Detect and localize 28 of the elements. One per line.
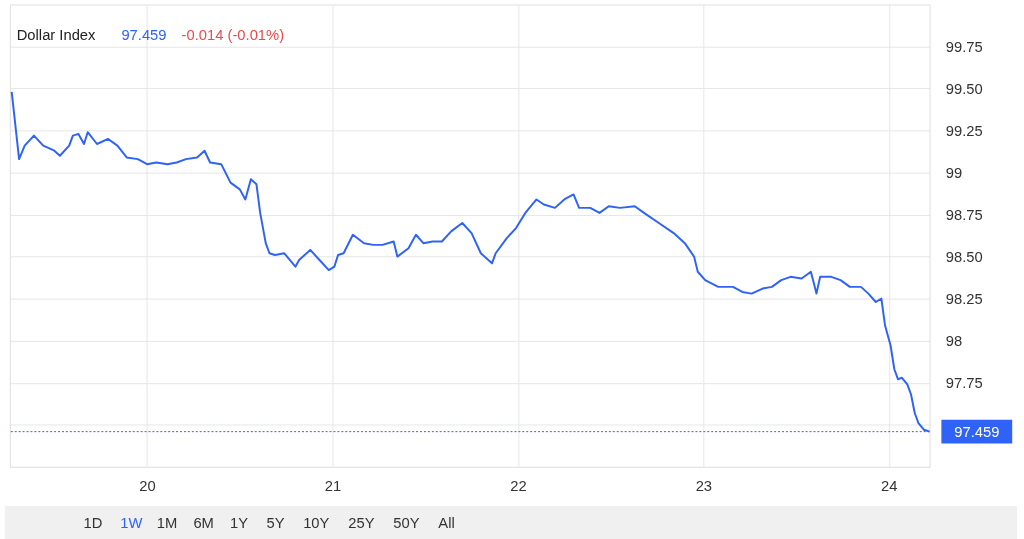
text: 5Y [266,514,285,531]
text: 1Y [229,514,249,531]
y-tick-label: 98 [945,333,963,350]
y-tick-label: 98.25 [945,291,983,308]
text: 25Y [348,514,375,531]
x-tick-label: 22 [510,477,527,494]
text: 10Y [303,514,330,531]
y-tick-label: 99 [945,164,963,181]
x-tick-label: 20 [139,477,156,494]
text: All [438,514,455,531]
x-tick-label: 21 [324,477,342,494]
y-tick-label: 99.75 [945,38,983,55]
x-tick-label: 24 [881,477,898,494]
x-tick-label: 23 [695,477,713,494]
annotation: -0.014 (-0.01%) [181,26,285,43]
y-tick-label: 97.75 [945,375,983,392]
text: 1M [156,514,178,531]
annotation: 97.459 [121,26,167,43]
text: 6M [193,514,214,531]
y-tick-label: 98.50 [945,249,983,266]
text: 1D [83,514,103,531]
y-tick-label: 98.75 [945,207,983,224]
text: Dollar Index [16,26,97,43]
text: 1W [120,514,143,531]
y-tick-label: 99.25 [945,122,983,139]
ref-line-label: 97.459 [954,423,1000,440]
text: 50Y [393,514,420,531]
y-tick-label: 99.50 [945,80,983,97]
